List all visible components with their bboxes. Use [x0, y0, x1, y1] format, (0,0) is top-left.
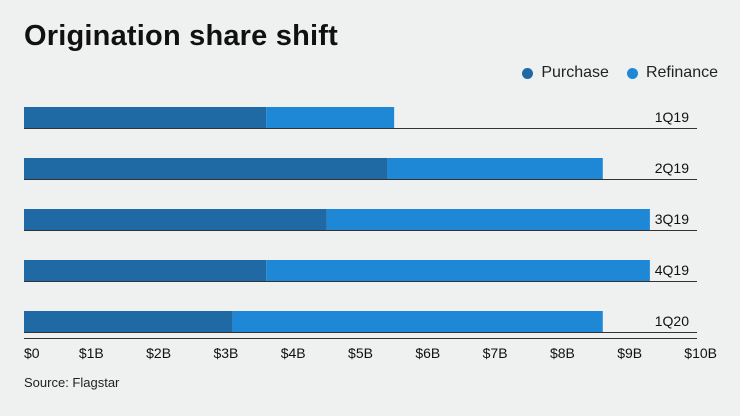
legend-item-refinance: Refinance: [626, 64, 718, 82]
category-label-4Q19: 4Q19: [655, 262, 689, 278]
x-tick-label-8: $8B: [550, 345, 575, 361]
legend-item-purchase: Purchase: [522, 64, 609, 82]
bar-purchase-1Q20: [24, 311, 233, 332]
source-note: Source: Flagstar: [24, 375, 120, 390]
bar-purchase-4Q19: [24, 260, 267, 281]
x-tick-label-1: $1B: [79, 345, 104, 361]
legend-label-purchase: Purchase: [541, 64, 609, 81]
x-tick-label-10: $10B: [684, 345, 717, 361]
bar-refinance-3Q19: [326, 209, 650, 230]
x-tick-label-7: $7B: [483, 345, 508, 361]
legend-label-refinance: Refinance: [645, 64, 718, 81]
category-label-3Q19: 3Q19: [655, 211, 689, 227]
x-tick-label-4: $4B: [281, 345, 306, 361]
bar-refinance-4Q19: [266, 260, 650, 281]
x-tick-label-9: $9B: [617, 345, 642, 361]
x-tick-label-2: $2B: [146, 345, 171, 361]
bar-refinance-1Q20: [232, 311, 603, 332]
legend-dot-refinance: [626, 67, 638, 79]
legend-dot-purchase: [522, 67, 534, 79]
bar-refinance-1Q19: [266, 107, 395, 128]
x-tick-label-3: $3B: [213, 345, 238, 361]
category-label-1Q19: 1Q19: [655, 109, 689, 125]
x-tick-label-0: $0: [24, 345, 40, 361]
legend: Purchase Refinance: [522, 64, 718, 82]
bar-purchase-1Q19: [24, 107, 267, 128]
bar-purchase-2Q19: [24, 158, 388, 179]
bar-refinance-2Q19: [387, 158, 603, 179]
bar-purchase-3Q19: [24, 209, 327, 230]
category-label-2Q19: 2Q19: [655, 160, 689, 176]
category-label-1Q20: 1Q20: [655, 313, 689, 329]
x-tick-label-6: $6B: [415, 345, 440, 361]
chart-title: Origination share shift: [24, 20, 338, 52]
x-tick-label-5: $5B: [348, 345, 373, 361]
